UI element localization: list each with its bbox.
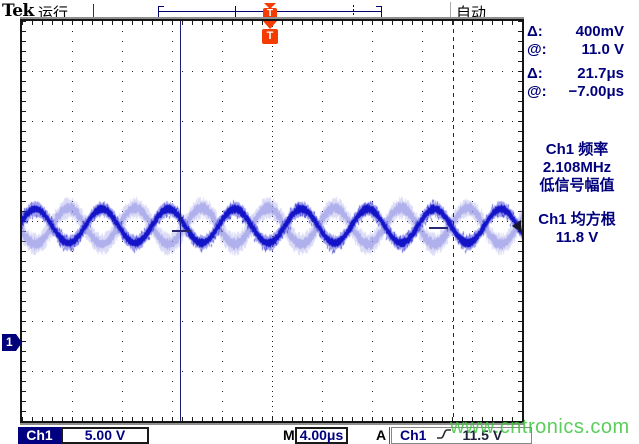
at-label: @: <box>527 83 547 100</box>
rms-value: 11.8 V <box>555 229 599 246</box>
record-cursor1-tick <box>235 6 236 17</box>
record-cursor2-tick <box>353 5 354 18</box>
cursor1-line <box>180 21 181 421</box>
timebase-value: 4.00μs <box>295 427 348 444</box>
trigger-level-arrow-icon <box>512 220 521 232</box>
separator <box>389 427 390 444</box>
record-left-bracket <box>158 6 164 19</box>
trigger-point-badge: T <box>262 29 278 44</box>
trigger-position-badge: T <box>263 8 277 20</box>
cursor-delta-v-row: Δ: 400mV <box>527 23 624 41</box>
freq-title: Ch1 频率 <box>545 141 609 158</box>
trigger-source: Ch1 <box>400 427 427 443</box>
freq-measurement: Ch1 频率 2.108MHz 低信号幅值 <box>517 141 637 195</box>
watermark: www.cntronics.com <box>450 416 630 438</box>
rising-edge-icon <box>436 427 452 444</box>
trigger-level-value: 11.5 V <box>462 427 503 443</box>
rms-measurement: Ch1 均方根 11.8 V <box>517 211 637 247</box>
delta-label: Δ: <box>527 65 543 82</box>
delta-value: 400mV <box>575 23 624 40</box>
cursor-delta-t-row: Δ: 21.7μs <box>527 65 624 83</box>
cursor-at-t-row: @: −7.00μs <box>527 83 624 101</box>
freq-note: 低信号幅值 <box>539 177 615 194</box>
cursor2-line <box>453 21 454 421</box>
at-value: −7.00μs <box>568 83 624 100</box>
waveform-trace <box>22 21 522 421</box>
freq-value: 2.108MHz <box>542 159 612 176</box>
acquire-mode: 自动 <box>456 5 487 22</box>
channel1-ground-marker: 1 <box>2 334 22 351</box>
main-timebase-label: M <box>283 427 295 443</box>
cursor-at-v-row: @: 11.0 V <box>527 41 624 59</box>
delta-label: Δ: <box>527 23 543 40</box>
delta-value: 21.7μs <box>577 65 624 82</box>
run-status: 运行 <box>38 5 69 22</box>
record-view-bar: T <box>158 3 382 20</box>
record-right-bracket <box>376 6 382 19</box>
at-value: 11.0 V <box>581 41 624 58</box>
separator <box>93 4 94 19</box>
at-label: @: <box>527 41 547 58</box>
separator <box>450 2 451 19</box>
channel1-scale: 5.00 V <box>61 427 149 444</box>
channel1-badge: Ch1 <box>18 427 61 444</box>
cursor1-tick <box>172 230 191 232</box>
tek-logo: Tek <box>2 1 34 21</box>
trigger-a-label: A <box>376 427 387 443</box>
cursor2-tick <box>429 227 448 229</box>
trigger-position-arrow-icon <box>264 3 276 9</box>
rms-title: Ch1 均方根 <box>538 211 616 228</box>
graticule-screen: T <box>20 19 524 423</box>
trigger-point-arrow-icon <box>263 21 277 29</box>
